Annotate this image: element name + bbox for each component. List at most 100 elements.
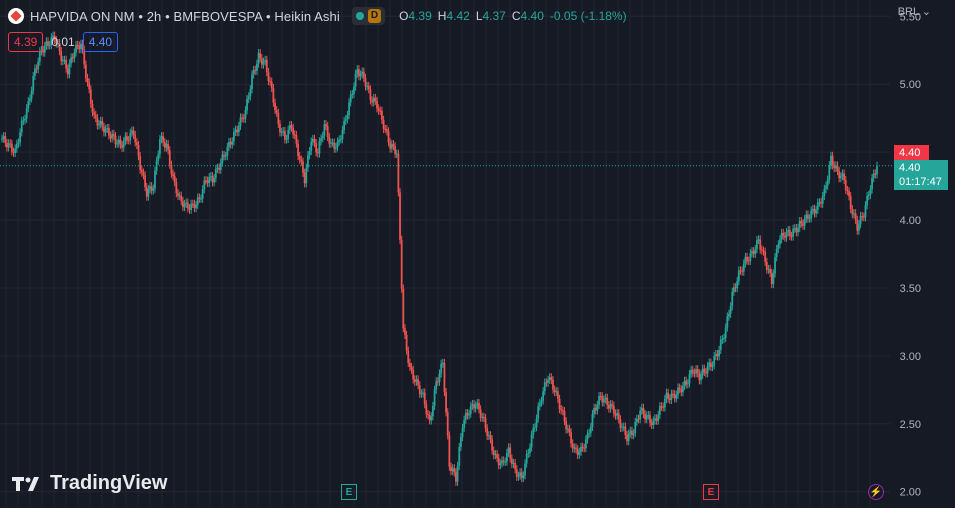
candle <box>407 350 410 363</box>
candle <box>205 180 207 182</box>
candle <box>622 426 625 428</box>
candle <box>667 392 670 399</box>
candle <box>256 63 258 71</box>
candle <box>315 143 318 153</box>
candle <box>308 151 311 156</box>
currency-selector[interactable]: BRL ⌄ <box>898 5 931 18</box>
candle <box>183 203 186 208</box>
candle <box>874 173 877 175</box>
candle <box>581 446 584 448</box>
candle <box>685 380 688 385</box>
candle <box>545 382 548 384</box>
symbol-logo-icon[interactable] <box>8 8 24 24</box>
candle <box>427 414 429 416</box>
candle <box>53 35 56 41</box>
candle <box>839 176 842 179</box>
bid-button[interactable]: 4.39 <box>8 32 44 52</box>
candle <box>358 69 360 77</box>
market-status[interactable]: D <box>351 7 386 25</box>
candle <box>410 367 413 370</box>
candle <box>578 451 581 455</box>
candle <box>626 435 628 442</box>
candle <box>402 288 405 329</box>
candle <box>267 72 270 81</box>
candle <box>609 404 612 409</box>
candle <box>4 136 7 143</box>
candle <box>453 468 456 473</box>
candle <box>61 60 64 62</box>
candle <box>473 404 475 409</box>
candle <box>331 142 334 144</box>
candle <box>859 215 862 225</box>
candle <box>224 156 227 158</box>
candle <box>729 306 732 314</box>
candle <box>479 409 482 418</box>
candle <box>672 393 674 395</box>
candle <box>80 43 82 50</box>
candle <box>346 115 349 120</box>
candle <box>108 128 110 136</box>
candle <box>795 228 798 233</box>
candle <box>231 141 234 145</box>
candle <box>568 428 571 433</box>
candle <box>726 316 729 328</box>
candle <box>584 439 587 449</box>
candle <box>499 463 502 466</box>
candle <box>627 433 630 442</box>
candle <box>629 430 632 434</box>
candle <box>167 143 170 151</box>
candle <box>214 168 217 179</box>
candle <box>129 132 132 141</box>
tradingview-logo[interactable]: TradingView <box>12 472 167 495</box>
candle <box>598 396 600 405</box>
candle <box>369 89 372 101</box>
price-tick-label: 3.50 <box>900 283 921 295</box>
candle <box>756 240 758 250</box>
candle <box>742 263 745 272</box>
candle <box>112 133 115 137</box>
candle <box>251 74 253 90</box>
candle <box>451 468 454 472</box>
symbol-name: HAPVIDA ON NM <box>30 8 135 24</box>
candle <box>339 139 342 141</box>
price-tick-label: 2.00 <box>900 487 921 499</box>
candle <box>724 327 727 338</box>
ask-button[interactable]: 4.40 <box>82 32 119 52</box>
candle <box>395 153 398 155</box>
candle <box>535 418 538 428</box>
candle <box>252 69 255 75</box>
candle <box>805 214 808 220</box>
candle <box>300 159 303 162</box>
candle <box>219 162 222 170</box>
candle <box>86 77 89 83</box>
candle <box>509 447 512 459</box>
candle <box>132 130 135 135</box>
candle <box>848 191 850 197</box>
price-axis: 5.505.004.504.003.503.002.502.00 <box>900 11 921 498</box>
symbol-title[interactable]: HAPVIDA ON NM • 2h • BMFBOVESPA • Heikin… <box>30 9 340 24</box>
split-event-icon[interactable]: ⚡ <box>868 484 884 500</box>
candle <box>366 85 369 87</box>
candle <box>180 195 183 202</box>
price-tick-label: 5.00 <box>900 79 921 91</box>
earnings-event-icon[interactable]: E <box>703 484 719 500</box>
candle <box>611 404 614 406</box>
candle <box>838 171 841 179</box>
candle <box>63 59 66 61</box>
candle <box>774 257 776 274</box>
candle <box>20 120 23 133</box>
candle <box>675 394 678 399</box>
candle <box>24 118 26 121</box>
candle <box>652 420 655 426</box>
candle <box>81 43 84 50</box>
candle <box>469 405 472 414</box>
candle <box>318 141 321 154</box>
earnings-event-icon[interactable]: E <box>341 484 357 500</box>
candle <box>660 406 663 408</box>
candle <box>527 452 530 454</box>
candle <box>787 230 790 233</box>
candle <box>802 223 804 226</box>
candle <box>413 379 416 382</box>
candle <box>145 187 148 197</box>
